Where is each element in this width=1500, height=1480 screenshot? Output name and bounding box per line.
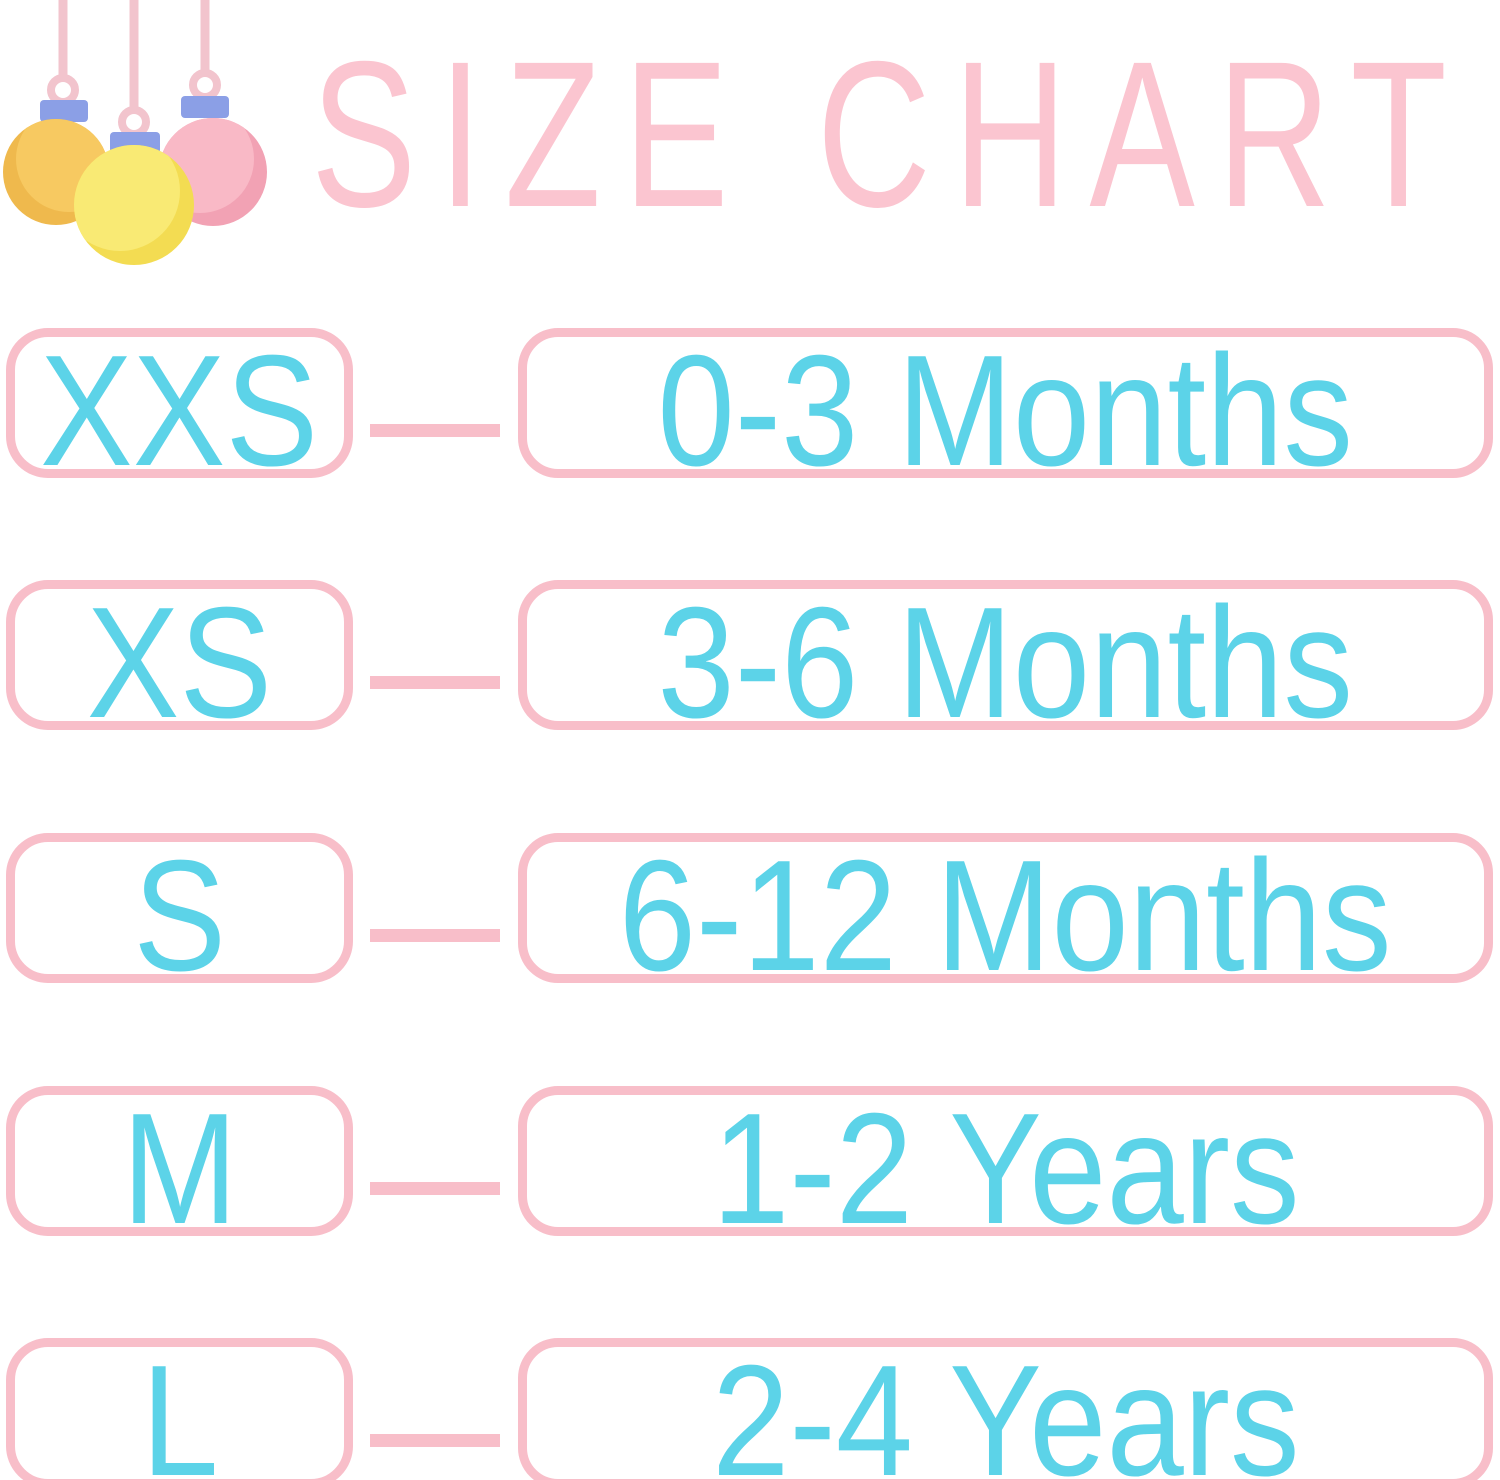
age-pill: 1-2 Years: [518, 1086, 1493, 1248]
connector-line: [370, 1434, 500, 1447]
connector-line: [370, 424, 500, 437]
size-pill: L: [6, 1338, 353, 1480]
page-title-text: SIZE CHART: [310, 19, 1470, 251]
age-label: 0-3 Months: [657, 323, 1354, 499]
size-pill: XXS: [6, 328, 353, 490]
christmas-ornaments-icon: [3, 0, 267, 265]
age-label: 1-2 Years: [711, 1081, 1300, 1257]
size-row-l: L 2-4 Years: [0, 1338, 1500, 1480]
age-label: 3-6 Months: [657, 575, 1354, 751]
size-pill: S: [6, 833, 353, 995]
size-pill: M: [6, 1086, 353, 1248]
size-label: S: [133, 828, 226, 1004]
age-label: 2-4 Years: [711, 1333, 1300, 1480]
size-label: M: [121, 1081, 238, 1257]
size-row-xs: XS 3-6 Months: [0, 580, 1500, 742]
age-pill: 6-12 Months: [518, 833, 1493, 995]
connector-line: [370, 929, 500, 942]
size-row-xxs: XXS 0-3 Months: [0, 328, 1500, 490]
size-label: XS: [86, 575, 273, 751]
size-row-s: S 6-12 Months: [0, 833, 1500, 995]
connector-line: [370, 676, 500, 689]
connector-line: [370, 1182, 500, 1195]
size-label: L: [140, 1333, 219, 1480]
age-pill: 0-3 Months: [518, 328, 1493, 490]
page-title: SIZE CHART: [295, 28, 1485, 242]
age-pill: 2-4 Years: [518, 1338, 1493, 1480]
age-pill: 3-6 Months: [518, 580, 1493, 742]
size-label: XXS: [40, 323, 319, 499]
size-pill: XS: [6, 580, 353, 742]
age-label: 6-12 Months: [619, 828, 1392, 1004]
size-row-m: M 1-2 Years: [0, 1086, 1500, 1248]
